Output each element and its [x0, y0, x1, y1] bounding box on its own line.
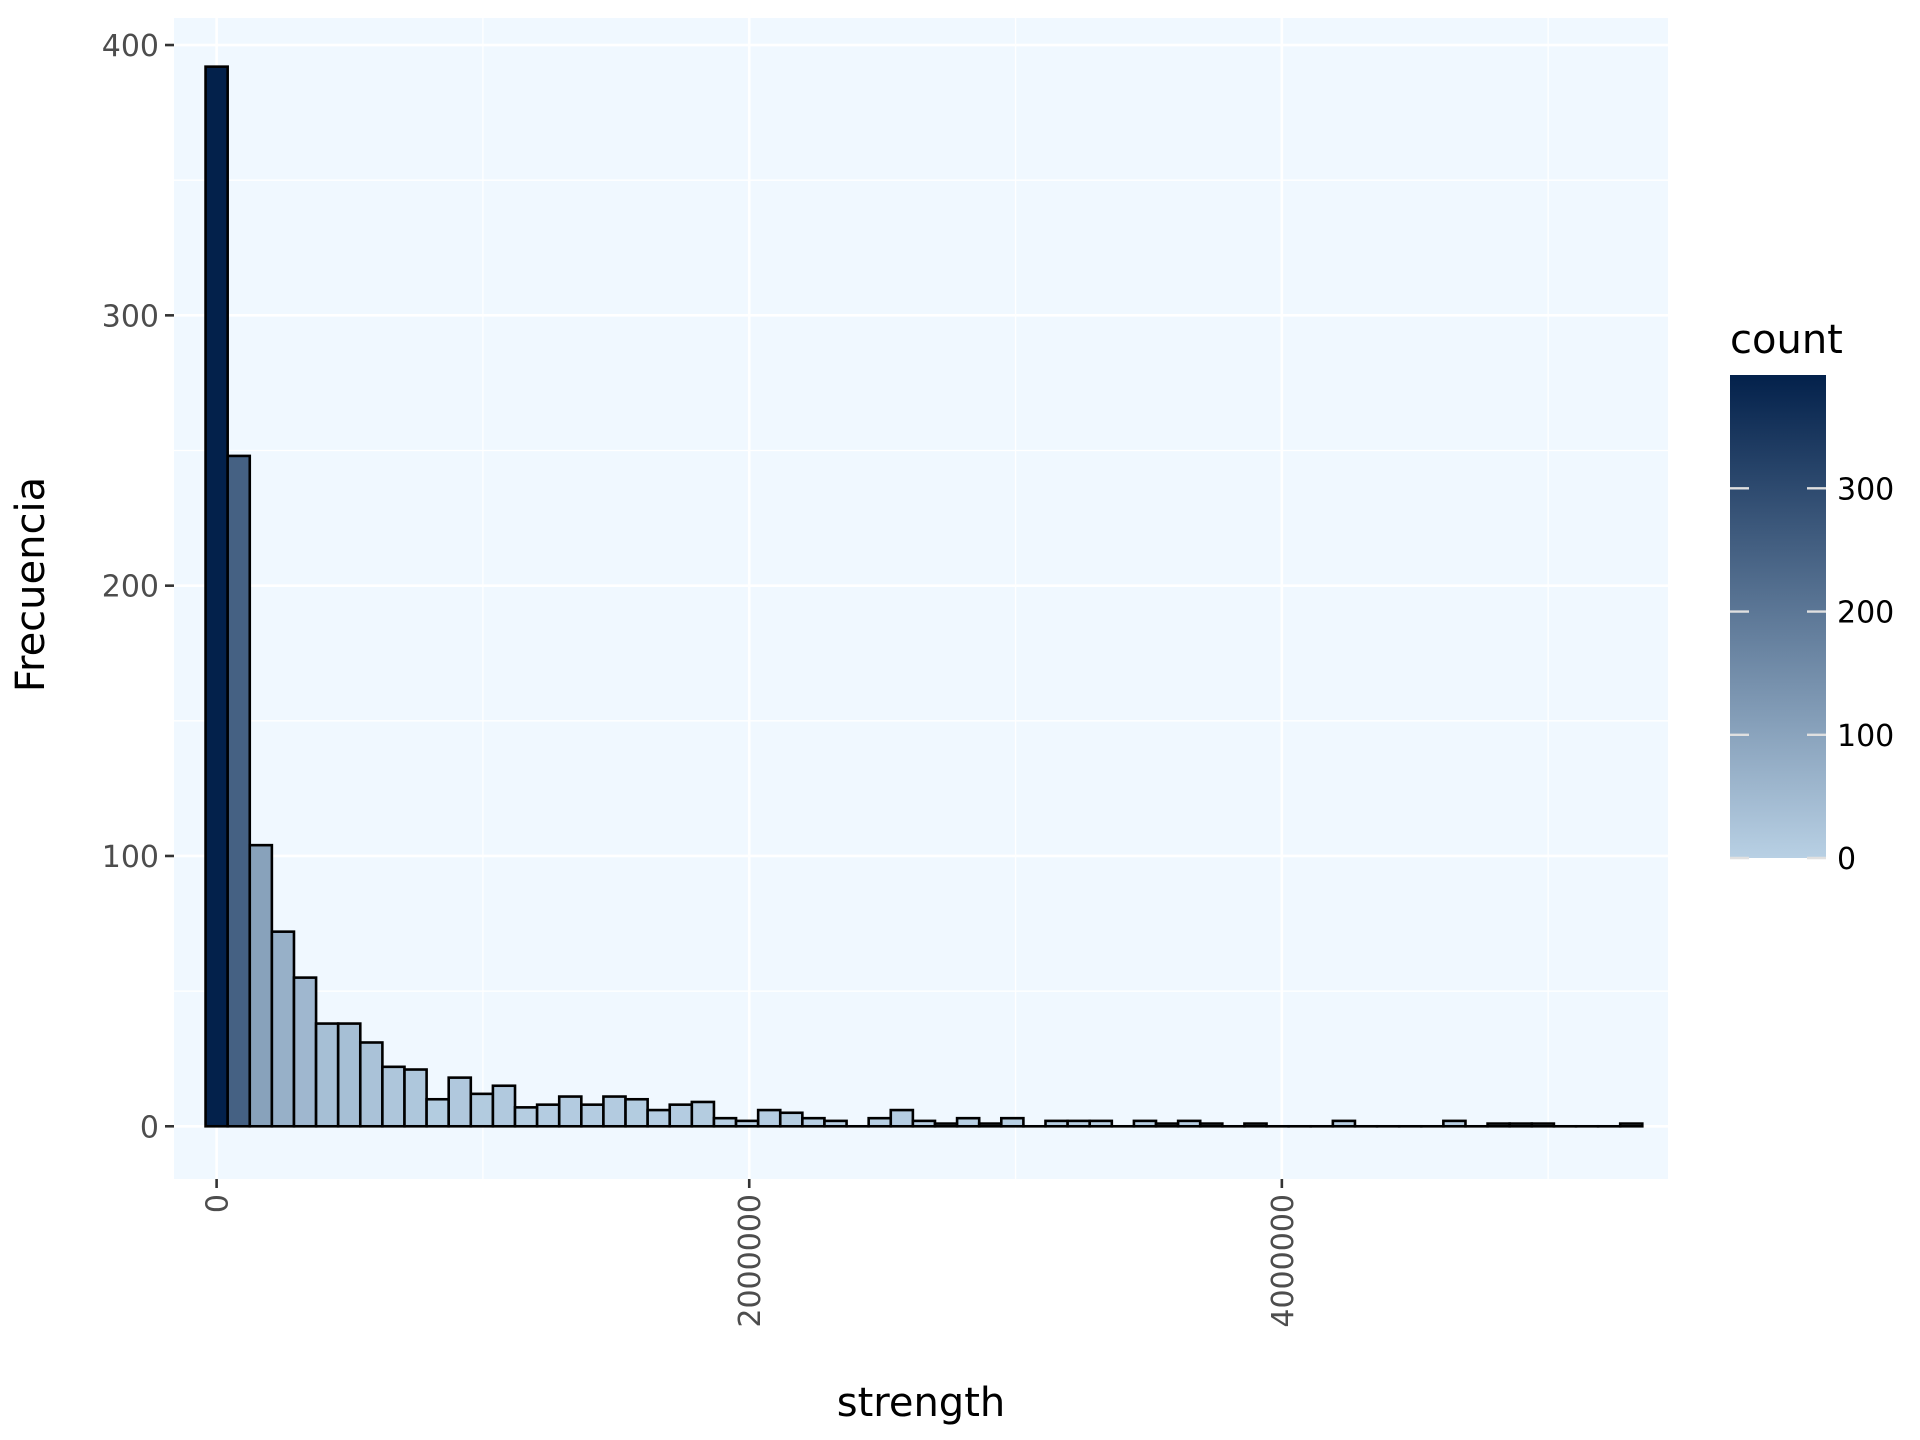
histogram-bar [1154, 1122, 1180, 1128]
histogram-bars [204, 65, 1644, 1128]
y-tick-label: 300 [102, 299, 159, 334]
x-tick-label: 2000000 [733, 1194, 768, 1328]
histogram-bar [1331, 1119, 1357, 1128]
histogram-bar [336, 1022, 362, 1128]
histogram-bar [358, 1041, 384, 1128]
histogram-bar [1066, 1119, 1092, 1128]
histogram-bar [712, 1116, 738, 1128]
histogram-bar [314, 1022, 340, 1128]
minor-gridlines [174, 18, 1668, 1179]
histogram-bar [1530, 1122, 1556, 1128]
legend-colorbar [1730, 375, 1826, 858]
y-tick-label: 0 [140, 1110, 159, 1145]
x-tick-label: 4000000 [1266, 1194, 1301, 1328]
plot-panel [174, 18, 1668, 1179]
histogram-bar [1044, 1119, 1069, 1128]
histogram-bar [1243, 1122, 1268, 1128]
x-axis: 0 2000000 4000000 [201, 1179, 1301, 1328]
histogram-bar [1442, 1119, 1467, 1128]
histogram-bar [1088, 1119, 1114, 1128]
histogram-bar [1132, 1119, 1158, 1128]
histogram-bar [668, 1103, 694, 1128]
legend-break-label: 200 [1837, 596, 1894, 631]
legend-break-label: 100 [1837, 719, 1894, 754]
histogram-bar [1176, 1119, 1202, 1128]
histogram-bar [425, 1097, 450, 1128]
color-legend: count 0 100 200 300 [1730, 317, 1894, 877]
x-axis-title: strength [837, 1380, 1005, 1426]
histogram-bar [1618, 1122, 1644, 1128]
legend-ticks: 0 100 200 300 [1730, 472, 1894, 877]
histogram-bar [1508, 1122, 1534, 1128]
histogram-bar [403, 1068, 428, 1128]
y-axis-title: Frecuencia [8, 477, 54, 692]
histogram-bar [646, 1108, 672, 1128]
histogram-bar [491, 1084, 517, 1128]
histogram-bar [469, 1092, 495, 1128]
histogram-bar [756, 1108, 782, 1128]
histogram-bar [977, 1122, 1003, 1128]
histogram-bar [602, 1095, 627, 1128]
histogram-bar [801, 1116, 826, 1128]
histogram-bar [226, 454, 252, 1128]
histogram-bar [580, 1103, 605, 1128]
histogram-bar [823, 1119, 848, 1128]
histogram-bar [270, 930, 296, 1128]
legend-break-label: 0 [1837, 842, 1856, 877]
y-tick-label: 200 [102, 570, 159, 605]
histogram-bar [955, 1116, 981, 1128]
histogram-bar [911, 1119, 937, 1128]
histogram-bar [292, 976, 318, 1128]
histogram-bar [933, 1122, 959, 1128]
y-axis: 0 100 200 300 400 [102, 29, 174, 1145]
legend-break-label: 300 [1837, 472, 1894, 507]
histogram-bar [734, 1119, 760, 1128]
histogram-bar [1198, 1122, 1224, 1128]
histogram-bar [513, 1106, 539, 1128]
y-tick-label: 400 [102, 29, 159, 64]
histogram-bar [557, 1095, 583, 1128]
histogram-bar [1486, 1122, 1511, 1128]
histogram-bar [248, 843, 274, 1128]
histogram-bar [778, 1111, 804, 1128]
x-tick-label: 0 [201, 1194, 236, 1213]
histogram-bar [889, 1108, 915, 1128]
y-tick-label: 100 [102, 840, 159, 875]
histogram-bar [867, 1116, 893, 1128]
histogram-bar [447, 1076, 473, 1128]
histogram-bar [204, 65, 229, 1128]
legend-title: count [1730, 317, 1843, 363]
histogram-bar [690, 1100, 716, 1128]
histogram-bar [624, 1097, 649, 1128]
histogram-bar [535, 1103, 561, 1128]
histogram-bar [999, 1116, 1025, 1128]
histogram-bar [381, 1065, 406, 1128]
